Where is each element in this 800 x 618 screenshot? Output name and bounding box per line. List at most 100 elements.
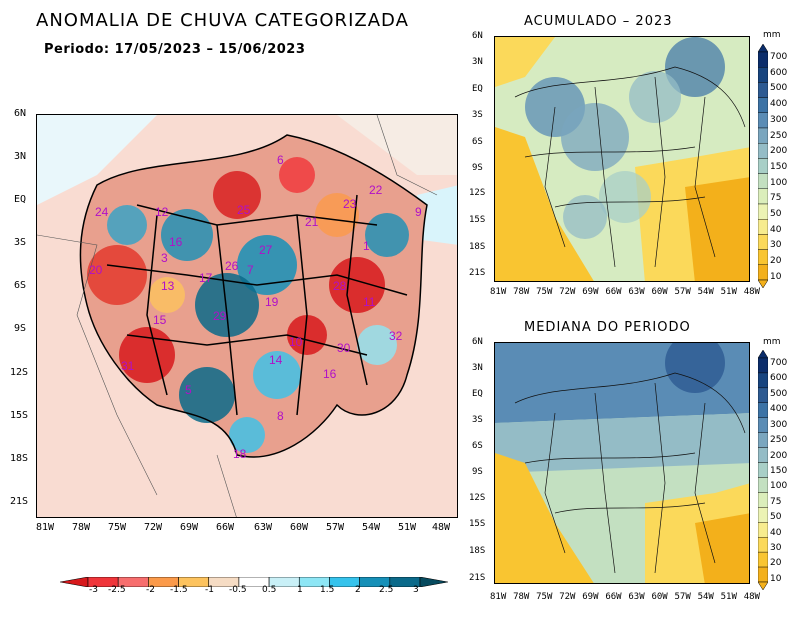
colorbar-label: -1 bbox=[205, 585, 214, 595]
lat-tick: 15S bbox=[469, 519, 486, 529]
lat-tick: 3S bbox=[14, 237, 27, 248]
lat-tick: 18S bbox=[10, 453, 29, 464]
basin-label: 13 bbox=[161, 279, 175, 293]
mm-label: 600 bbox=[770, 67, 788, 78]
lon-tick: 72W bbox=[144, 522, 163, 533]
mm-swatch bbox=[757, 127, 769, 144]
colorbar-label: 0.5 bbox=[262, 585, 277, 595]
lat-tick: 15S bbox=[469, 215, 486, 225]
mm-swatch bbox=[757, 43, 769, 53]
lon-tick: 63W bbox=[254, 522, 273, 533]
basin-label: 22 bbox=[369, 183, 383, 197]
lon-tick: 66W bbox=[605, 592, 622, 602]
mm-swatch bbox=[757, 536, 769, 553]
lat-tick: 6N bbox=[14, 108, 27, 119]
acumulado-lon-axis: 81W 78W 75W 72W 69W 66W 63W 60W 57W 54W … bbox=[490, 287, 760, 297]
mediana-lon-axis: 81W 78W 75W 72W 69W 66W 63W 60W 57W 54W … bbox=[490, 592, 760, 602]
mm-label: 50 bbox=[770, 512, 782, 523]
lat-tick: 6S bbox=[472, 441, 483, 451]
lon-tick: 54W bbox=[362, 522, 381, 533]
lat-tick: 18S bbox=[469, 546, 486, 556]
mm-label: 100 bbox=[770, 481, 788, 492]
basin-label: 24 bbox=[95, 205, 109, 219]
lat-tick: 3S bbox=[472, 415, 483, 425]
mm-scale-labels: 700 600 500 400 300 250 200 150 100 75 5… bbox=[770, 52, 798, 282]
lat-tick: 3S bbox=[472, 110, 483, 120]
mm-label: 250 bbox=[770, 130, 788, 141]
mediana-map bbox=[494, 342, 750, 584]
basin-label: 14 bbox=[269, 353, 283, 367]
mm-swatch bbox=[757, 372, 769, 389]
mm-label: 200 bbox=[770, 146, 788, 157]
lon-tick: 81W bbox=[36, 522, 55, 533]
mm-swatch bbox=[757, 492, 769, 508]
mm-label: 10 bbox=[770, 573, 782, 584]
mm-swatch bbox=[757, 264, 769, 281]
mm-swatch bbox=[757, 173, 769, 190]
basin-label: 32 bbox=[389, 329, 403, 343]
mm-swatch bbox=[757, 279, 769, 289]
lon-tick: 75W bbox=[536, 287, 553, 297]
basin-label: 8 bbox=[277, 409, 284, 423]
lat-tick: 21S bbox=[469, 573, 486, 583]
mm-unit-label: mm bbox=[763, 30, 781, 40]
lon-tick: 78W bbox=[513, 287, 530, 297]
lat-tick: EQ bbox=[14, 194, 27, 205]
basin-label: 11 bbox=[363, 295, 376, 309]
mm-label: 100 bbox=[770, 177, 788, 188]
lon-tick: 78W bbox=[513, 592, 530, 602]
mm-swatch bbox=[757, 218, 769, 235]
mm-label: 30 bbox=[770, 543, 782, 554]
lat-tick: 3N bbox=[14, 151, 27, 162]
lon-tick: 57W bbox=[674, 287, 691, 297]
mm-swatch bbox=[757, 402, 769, 418]
mm-scale-labels: 700 600 500 400 300 250 200 150 100 75 5… bbox=[770, 358, 798, 584]
lon-tick: 48W bbox=[743, 592, 760, 602]
mm-label: 75 bbox=[770, 193, 782, 204]
basin-label: 23 bbox=[343, 197, 357, 211]
lat-tick: 3N bbox=[472, 57, 483, 67]
basin-label: 7 bbox=[247, 263, 254, 277]
lat-tick: 12S bbox=[10, 367, 29, 378]
lon-tick: 54W bbox=[697, 287, 714, 297]
basin-label: 20 bbox=[89, 263, 103, 277]
mm-swatch bbox=[757, 507, 769, 523]
mm-label: 20 bbox=[770, 558, 782, 569]
basin-label: 6 bbox=[277, 153, 284, 167]
lat-tick: 6S bbox=[472, 137, 483, 147]
basin-label: 5 bbox=[185, 383, 192, 397]
mm-swatch bbox=[757, 581, 769, 591]
mm-swatch bbox=[757, 203, 769, 220]
colorbar-label: -1.5 bbox=[170, 585, 188, 595]
mm-swatch bbox=[757, 158, 769, 174]
lon-tick: 66W bbox=[216, 522, 235, 533]
mm-swatch bbox=[757, 357, 769, 374]
mm-label: 50 bbox=[770, 209, 782, 220]
basin-label: 9 bbox=[415, 205, 422, 219]
lon-tick: 51W bbox=[398, 522, 417, 533]
basin-label: 3 bbox=[161, 251, 168, 265]
mm-colorbar-swatches bbox=[757, 43, 769, 289]
lon-tick: 48W bbox=[432, 522, 451, 533]
lon-tick: 81W bbox=[490, 592, 507, 602]
mm-swatch bbox=[757, 82, 769, 98]
mm-label: 40 bbox=[770, 527, 782, 538]
colorbar-label: 2 bbox=[355, 585, 361, 595]
lat-tick: 21S bbox=[10, 496, 29, 507]
basin-label: 16 bbox=[169, 235, 183, 249]
main-title: ANOMALIA DE CHUVA CATEGORIZADA bbox=[36, 10, 409, 31]
mm-swatch bbox=[757, 387, 769, 403]
colorbar-label: -2.5 bbox=[108, 585, 126, 595]
mm-label: 20 bbox=[770, 256, 782, 267]
anomaly-map: 6 22 23 24 12 25 21 9 16 3 1 17 27 7 26 … bbox=[36, 114, 458, 518]
period-label: Periodo: 17/05/2023 – 15/06/2023 bbox=[44, 42, 306, 57]
colorbar-swatch bbox=[59, 576, 89, 588]
basin-label: 29 bbox=[213, 309, 227, 323]
lon-tick: 81W bbox=[490, 287, 507, 297]
lat-tick: EQ bbox=[472, 389, 483, 399]
basin-label: 18 bbox=[233, 447, 247, 461]
lon-tick: 69W bbox=[180, 522, 199, 533]
mm-swatch bbox=[757, 522, 769, 538]
lon-tick: 63W bbox=[628, 287, 645, 297]
lat-tick: 6S bbox=[14, 280, 27, 291]
